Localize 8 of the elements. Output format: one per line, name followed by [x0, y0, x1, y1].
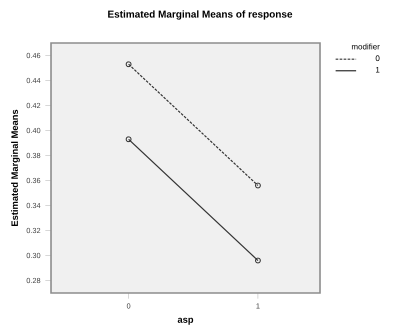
- point: [254, 182, 261, 188]
- point: [126, 61, 132, 68]
- y-axis-title: Estimated Marginal Means: [11, 110, 20, 226]
- chart-title: Estimated Marginal Means of response: [108, 10, 292, 20]
- x-axis-title: asp: [178, 318, 194, 325]
- text: 0: [376, 55, 380, 62]
- legend-title: modifier: [352, 44, 380, 50]
- text: 1: [376, 66, 380, 72]
